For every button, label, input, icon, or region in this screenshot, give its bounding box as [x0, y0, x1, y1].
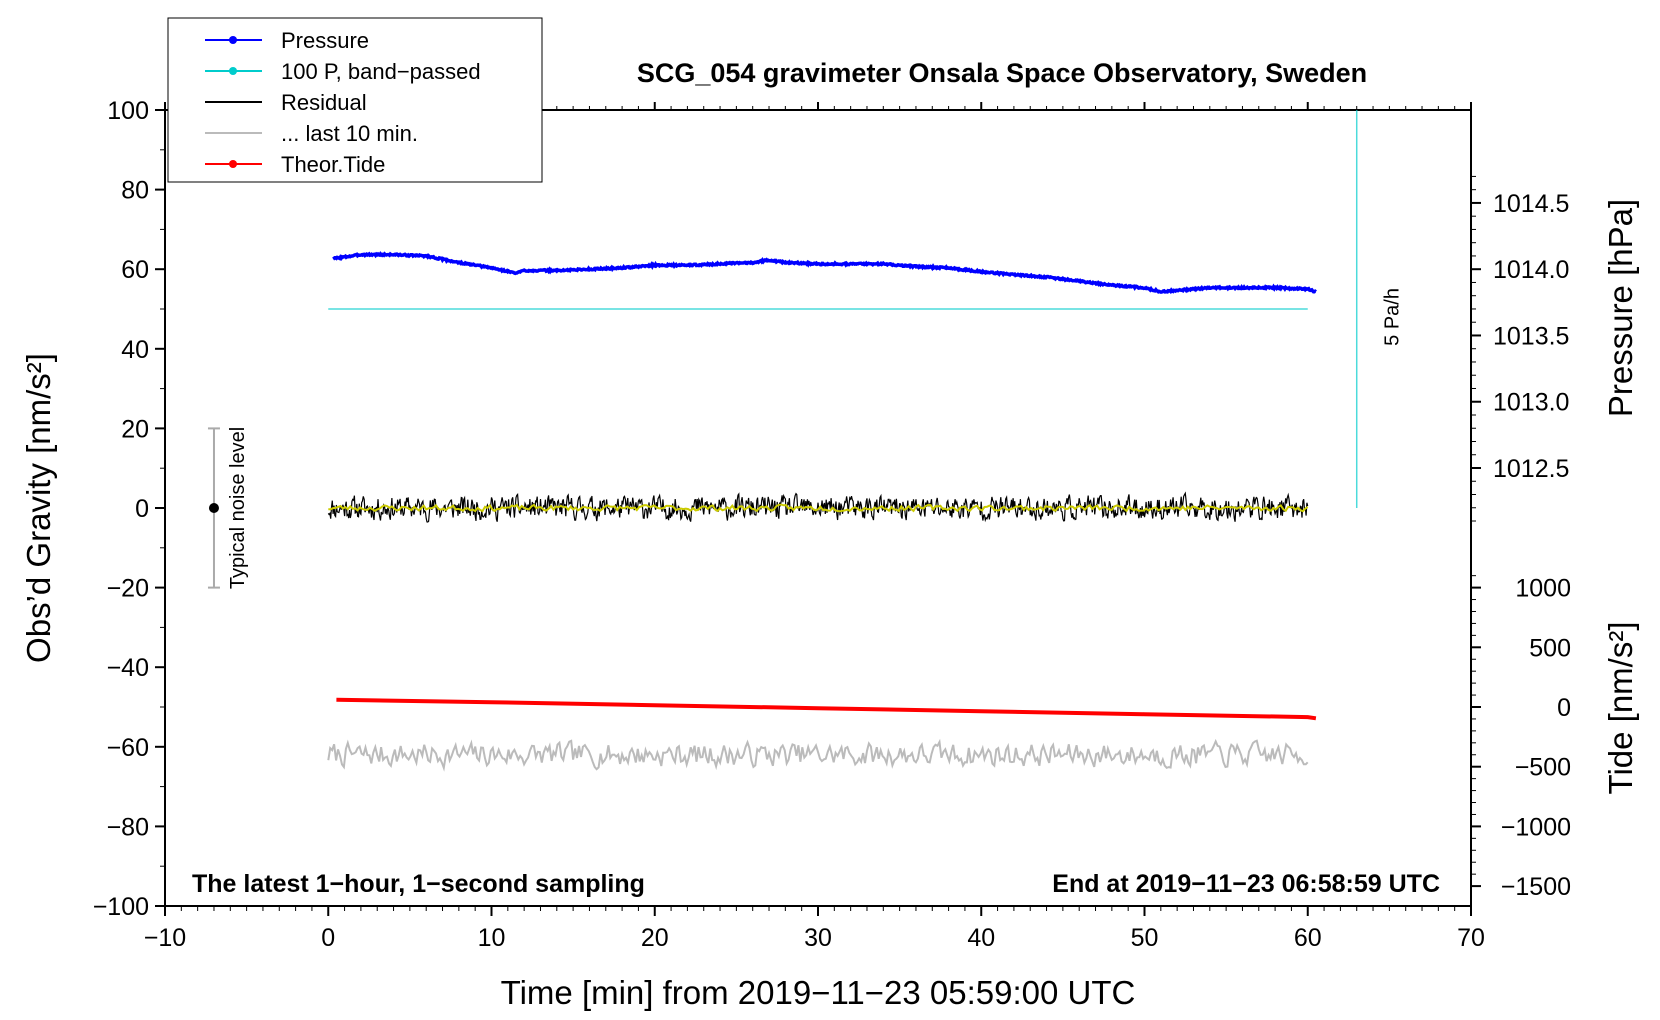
footer-left-note: The latest 1−hour, 1−second sampling — [192, 870, 645, 898]
tide-tick-label: 0 — [1557, 694, 1571, 722]
x-tick-label: 40 — [967, 924, 995, 952]
y-tick-label: −20 — [107, 575, 149, 603]
x-tick-label: 50 — [1131, 924, 1159, 952]
series-layer — [327, 251, 1317, 772]
y-axis-pressure: 1012.5 1013.0 1013.5 1014.0 1014.5 — [1471, 175, 1569, 522]
x-axis-title: Time [min] from 2019−11−23 05:59:00 UTC — [501, 974, 1136, 1011]
pressure-tick-label: 1013.5 — [1493, 322, 1569, 350]
chart-title: SCG_054 gravimeter Onsala Space Observat… — [637, 58, 1367, 88]
drift-line-label: 5 Pa/h — [1382, 288, 1404, 346]
y-tick-label: 20 — [121, 415, 149, 443]
legend-entry-label: Residual — [281, 90, 367, 115]
drift-reference-line: 5 Pa/h — [1355, 110, 1404, 508]
pressure-tick-label: 1014.0 — [1493, 256, 1569, 284]
x-tick-label: 0 — [321, 924, 335, 952]
x-tick-label: 30 — [804, 924, 832, 952]
y-axis-title-gravity: Obs’d Gravity [nm/s²] — [20, 353, 57, 663]
tide-tick-label: −500 — [1515, 754, 1571, 782]
y-tick-label: −100 — [93, 893, 149, 921]
y-tick-label: −60 — [107, 734, 149, 762]
tide-tick-label: −1500 — [1501, 873, 1571, 901]
legend-entry-label: 100 P, band−passed — [281, 59, 481, 84]
legend: Pressure 100 P, band−passed Residual ... la… — [167, 17, 543, 183]
tide-tick-label: −1000 — [1501, 813, 1571, 841]
noise-bar-center-dot — [208, 503, 219, 513]
pressure-tick-label: 1014.5 — [1493, 190, 1569, 218]
x-tick-label: 20 — [641, 924, 669, 952]
y-axis-title-tide: Tide [nm/s²] — [1602, 622, 1639, 795]
legend-entry-label: Theor.Tide — [281, 152, 385, 177]
series-theor-tide — [336, 697, 1317, 721]
series-residual-smoothed — [328, 503, 1309, 513]
y-axis-title-pressure: Pressure [hPa] — [1602, 199, 1639, 417]
tide-tick-label: 1000 — [1515, 575, 1571, 603]
x-tick-label: −10 — [144, 924, 186, 952]
x-axis: −10 0 10 20 30 40 50 60 70 — [144, 102, 1485, 952]
pressure-tick-label: 1013.0 — [1493, 389, 1569, 417]
legend-swatch-marker — [229, 67, 237, 75]
x-tick-label: 70 — [1457, 924, 1485, 952]
series-residual — [327, 491, 1309, 523]
x-tick-label: 60 — [1294, 924, 1322, 952]
legend-entry-label: Pressure — [281, 28, 369, 53]
y-tick-label: −80 — [107, 813, 149, 841]
y-tick-label: 100 — [107, 97, 149, 125]
footer-right-note: End at 2019−11−23 06:58:59 UTC — [1052, 870, 1440, 898]
y-tick-label: 0 — [135, 495, 149, 523]
pressure-tick-label: 1012.5 — [1493, 455, 1569, 483]
series-last-10-min — [327, 738, 1309, 772]
y-axis-tide: −1500 −1000 −500 0 500 1000 — [1471, 575, 1571, 901]
y-tick-label: 40 — [121, 336, 149, 364]
legend-box — [167, 17, 543, 183]
tide-tick-label: 500 — [1529, 634, 1571, 662]
y-tick-label: −40 — [107, 654, 149, 682]
x-tick-label: 10 — [478, 924, 506, 952]
y-tick-label: 80 — [121, 177, 149, 205]
legend-swatch-marker — [229, 160, 237, 168]
noise-level-bar: Typical noise level — [207, 427, 249, 589]
legend-swatch-marker — [229, 36, 237, 44]
legend-entry-label: ... last 10 min. — [281, 121, 418, 146]
y-tick-label: 60 — [121, 256, 149, 284]
noise-bar-label: Typical noise level — [227, 427, 249, 589]
y-axis-gravity: −100 −80 −60 −40 −20 0 20 40 60 80 100 — [93, 97, 165, 921]
series-pressure — [332, 251, 1317, 295]
